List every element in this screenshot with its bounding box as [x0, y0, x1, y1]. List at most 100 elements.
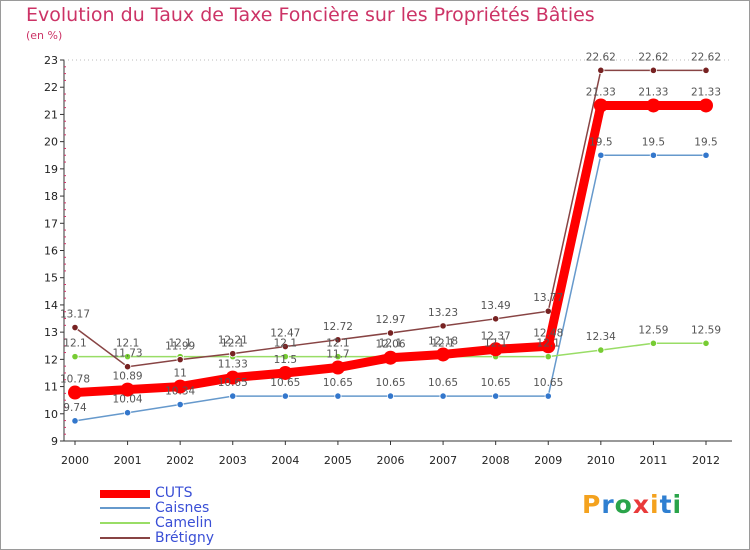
data-point-cuts — [330, 360, 345, 375]
data-point-bretigny — [597, 66, 605, 74]
legend-item-camelin: Camelin — [100, 515, 300, 531]
y-tick-label: 17 — [44, 217, 58, 230]
logo-letter: x — [632, 490, 650, 519]
data-label-caisnes: 10.65 — [428, 377, 458, 389]
data-label-camelin: 12.1 — [537, 338, 560, 350]
data-point-bretigny — [702, 66, 710, 74]
data-label-caisnes: 10.65 — [481, 377, 511, 389]
data-label-bretigny: 13.23 — [428, 307, 458, 319]
data-point-bretigny — [492, 315, 500, 323]
data-label-cuts: 21.33 — [638, 86, 668, 98]
logo-letter: i — [650, 490, 660, 519]
data-point-caisnes — [229, 392, 237, 400]
y-tick-label: 10 — [44, 408, 58, 421]
data-label-bretigny: 11.73 — [113, 348, 143, 360]
data-label-bretigny: 13.77 — [533, 292, 563, 304]
data-point-camelin — [334, 353, 342, 361]
legend-label-camelin: Camelin — [155, 515, 213, 531]
data-label-bretigny: 22.62 — [638, 51, 668, 63]
data-point-camelin — [123, 353, 132, 361]
data-point-bretigny — [386, 329, 395, 337]
data-label-bretigny: 22.62 — [691, 51, 721, 63]
data-label-caisnes: 19.5 — [642, 136, 665, 148]
data-point-caisnes — [439, 392, 447, 400]
data-label-caisnes: 10.65 — [270, 377, 300, 389]
legend-item-cuts: CUTS — [100, 485, 300, 501]
data-point-camelin — [702, 339, 710, 347]
data-label-cuts: 11.5 — [274, 354, 297, 366]
data-label-camelin: 12.1 — [379, 338, 402, 350]
data-point-caisnes — [334, 392, 342, 400]
x-tick-label: 2011 — [639, 454, 667, 467]
data-label-bretigny: 11.99 — [165, 341, 195, 353]
data-point-cuts — [225, 370, 240, 385]
data-point-bretigny — [123, 363, 132, 371]
data-label-cuts: 11.33 — [218, 359, 248, 371]
data-label-camelin: 12.1 — [168, 338, 191, 350]
data-point-caisnes — [386, 392, 395, 400]
data-label-cuts: 11 — [173, 368, 186, 380]
logo-letter: P — [582, 490, 602, 519]
y-tick-label: 22 — [44, 81, 58, 94]
data-point-bretigny — [649, 66, 658, 74]
data-label-caisnes: 19.5 — [589, 136, 612, 148]
data-point-caisnes — [281, 392, 289, 400]
data-point-caisnes — [702, 151, 710, 159]
data-label-camelin: 12.1 — [484, 338, 507, 350]
data-label-cuts: 12.06 — [375, 339, 405, 351]
data-label-camelin: 12.1 — [63, 338, 86, 350]
x-tick-label: 2007 — [429, 454, 457, 467]
legend-label-cuts: CUTS — [155, 485, 193, 501]
data-point-camelin — [597, 346, 605, 354]
data-label-camelin: 12.59 — [638, 324, 668, 336]
data-point-cuts — [173, 379, 188, 394]
data-point-caisnes — [597, 151, 605, 159]
data-point-cuts — [120, 382, 135, 397]
x-tick-label: 2010 — [587, 454, 615, 467]
data-label-caisnes: 10.65 — [323, 377, 353, 389]
data-point-bretigny — [281, 342, 289, 351]
data-label-caisnes: 10.04 — [113, 394, 143, 406]
data-label-camelin: 12.34 — [586, 331, 616, 343]
chart-title: Evolution du Taux de Taxe Foncière sur l… — [26, 4, 595, 26]
y-tick-label: 16 — [44, 245, 58, 258]
data-labels: 10.78 10.89 11 11.33 11.5 11.7 12.06 12.18 12.37… — [60, 51, 721, 414]
data-label-cuts: 21.33 — [691, 86, 721, 98]
y-tick-label: 9 — [51, 435, 58, 448]
y-tick-label: 14 — [44, 299, 58, 312]
data-label-camelin: 12.1 — [116, 338, 139, 350]
data-label-bretigny: 12.47 — [270, 328, 300, 340]
data-label-bretigny: 12.72 — [323, 321, 353, 333]
x-tick-label: 2003 — [219, 454, 247, 467]
y-tick-label: 23 — [44, 54, 58, 67]
data-label-caisnes: 9.74 — [63, 402, 87, 414]
data-point-camelin — [281, 353, 289, 361]
data-label-bretigny: 13.49 — [481, 300, 511, 312]
y-tick-label: 20 — [44, 136, 58, 149]
data-point-caisnes — [492, 392, 500, 400]
x-tick-label: 2005 — [324, 454, 352, 467]
data-label-cuts: 12.18 — [428, 335, 458, 347]
x-tick-label: 2009 — [534, 454, 562, 467]
logo-letter: t — [659, 490, 673, 519]
x-tick-label: 2006 — [377, 454, 405, 467]
data-label-cuts: 12.37 — [481, 330, 511, 342]
data-point-bretigny — [176, 356, 184, 364]
legend-item-bretigny: Brétigny — [100, 530, 300, 546]
data-point-caisnes — [123, 409, 132, 417]
data-label-bretigny: 13.17 — [60, 309, 90, 321]
data-point-cuts — [699, 98, 713, 113]
y-tick-label: 13 — [44, 326, 58, 339]
proxiti-logo: Proxiti — [582, 490, 682, 519]
x-tick-label: 2012 — [692, 454, 720, 467]
series-lines — [68, 66, 713, 425]
data-label-caisnes: 10.65 — [533, 377, 563, 389]
data-point-caisnes — [544, 392, 552, 400]
chart-axes: 9 10 11 12 13 14 15 16 17 18 19 20 21 22 23 2000 2001 200… — [44, 54, 732, 467]
legend-label-caisnes: Caisnes — [155, 500, 210, 516]
data-point-cuts — [593, 98, 608, 113]
legend-item-caisnes: Caisnes — [100, 500, 300, 516]
x-tick-label: 2002 — [166, 454, 194, 467]
